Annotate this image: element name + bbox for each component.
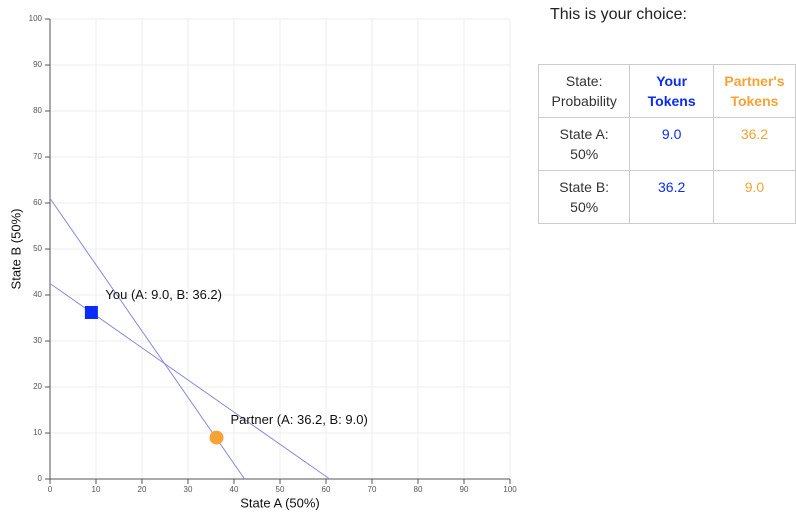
cell: 9.0 xyxy=(629,117,714,171)
y-tick-label: 10 xyxy=(33,428,42,437)
x-tick-label: 90 xyxy=(460,485,469,494)
y-tick-label: 60 xyxy=(33,198,42,207)
choice-table: State: Probability Your Tokens Partner's… xyxy=(537,64,796,224)
y-tick-label: 70 xyxy=(33,152,42,161)
point xyxy=(209,430,224,445)
y-tick-label: 50 xyxy=(33,244,42,253)
x-tick-label: 0 xyxy=(48,485,53,494)
y-tick-label: 40 xyxy=(33,290,42,299)
y-tick-label: 80 xyxy=(33,106,42,115)
cell: 36.2 xyxy=(629,170,714,224)
x-tick-label: 20 xyxy=(138,485,147,494)
choice-title: This is your choice: xyxy=(550,6,687,23)
header-cell: Your Tokens xyxy=(629,64,714,118)
point-label: Partner (A: 36.2, B: 9.0) xyxy=(231,412,368,427)
x-tick-label: 100 xyxy=(503,485,517,494)
y-tick-label: 30 xyxy=(33,336,42,345)
x-tick-label: 60 xyxy=(322,485,331,494)
x-tick-label: 40 xyxy=(230,485,239,494)
cell: 9.0 xyxy=(712,170,796,224)
y-axis-label: State B (50%) xyxy=(8,209,23,290)
point-label: You (A: 9.0, B: 36.2) xyxy=(105,287,222,302)
table-row: State B: 50% 36.2 9.0 xyxy=(537,170,796,224)
x-axis-label: State A (50%) xyxy=(240,495,320,510)
table-row: State A: 50% 9.0 36.2 xyxy=(537,117,796,171)
x-tick-label: 70 xyxy=(368,485,377,494)
x-tick-label: 10 xyxy=(92,485,101,494)
y-tick-label: 20 xyxy=(33,382,42,391)
cell: State B: 50% xyxy=(537,170,631,224)
y-tick-label: 90 xyxy=(33,60,42,69)
chart: State A (50%) State B (50%) 0 10 20 30 40 50 6… xyxy=(8,14,517,510)
x-tick-label: 50 xyxy=(276,485,285,494)
y-tick-label: 0 xyxy=(38,474,43,483)
x-tick-label: 30 xyxy=(184,485,193,494)
cell: State A: 50% xyxy=(537,117,631,171)
x-tick-label: 80 xyxy=(414,485,423,494)
header-cell: Partner's Tokens xyxy=(712,64,796,118)
point xyxy=(84,305,98,319)
cell: 36.2 xyxy=(712,117,796,171)
y-tick-label: 100 xyxy=(29,14,43,23)
header-row: State: Probability Your Tokens Partner's… xyxy=(537,64,796,118)
header-cell: State: Probability xyxy=(537,64,631,118)
